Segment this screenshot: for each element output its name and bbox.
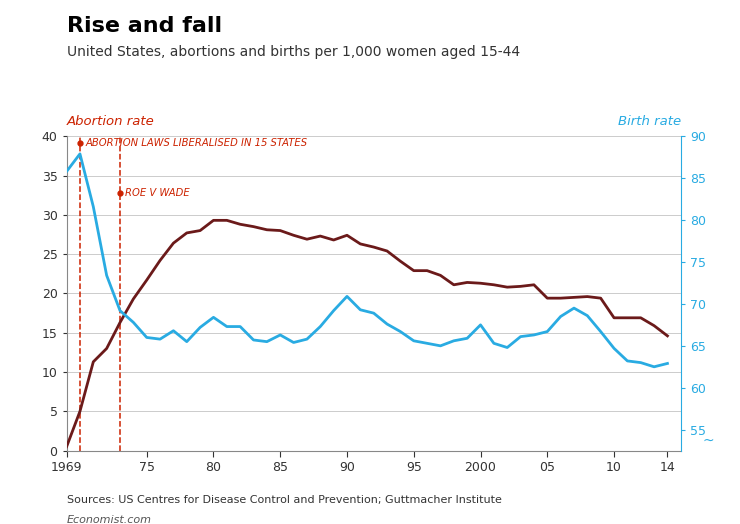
Text: Rise and fall: Rise and fall — [67, 16, 222, 36]
Text: Sources: US Centres for Disease Control and Prevention; Guttmacher Institute: Sources: US Centres for Disease Control … — [67, 495, 502, 505]
Text: ~: ~ — [702, 434, 714, 448]
Text: Birth rate: Birth rate — [618, 115, 681, 128]
Text: United States, abortions and births per 1,000 women aged 15-44: United States, abortions and births per … — [67, 45, 519, 59]
Text: ABORTION LAWS LIBERALISED IN 15 STATES: ABORTION LAWS LIBERALISED IN 15 STATES — [85, 137, 307, 148]
Text: Abortion rate: Abortion rate — [67, 115, 155, 128]
Text: Economist.com: Economist.com — [67, 515, 152, 524]
Text: ROE V WADE: ROE V WADE — [125, 188, 190, 198]
